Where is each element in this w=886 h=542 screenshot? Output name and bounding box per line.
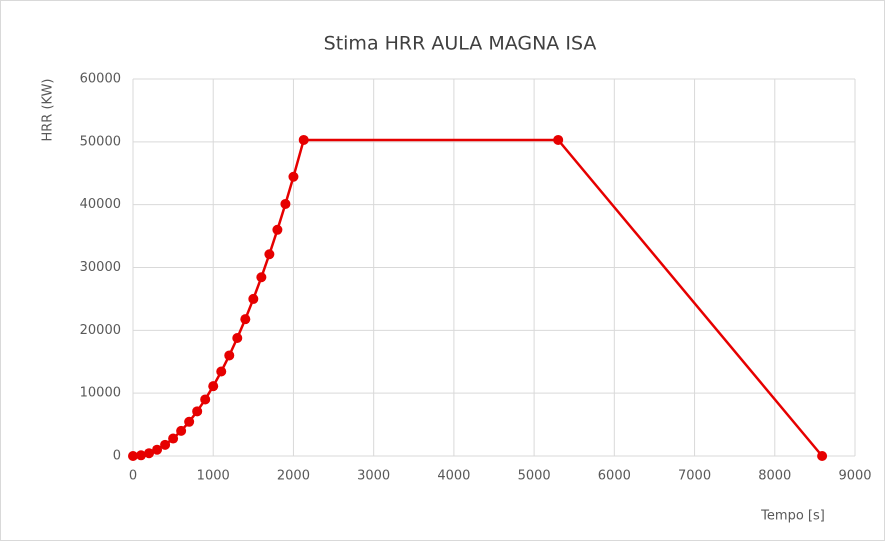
data-point bbox=[248, 293, 259, 304]
chart-title: Stima HRR AULA MAGNA ISA bbox=[324, 33, 597, 55]
x-tick-label: 8000 bbox=[758, 469, 791, 484]
x-axis-label: Tempo [s] bbox=[760, 509, 825, 524]
y-tick-label: 10000 bbox=[80, 386, 121, 401]
data-point bbox=[553, 134, 564, 145]
data-point bbox=[184, 416, 195, 427]
x-tick-label: 4000 bbox=[437, 469, 470, 484]
data-point bbox=[216, 366, 227, 377]
data-point bbox=[264, 249, 275, 260]
data-point bbox=[272, 224, 283, 235]
data-point bbox=[176, 425, 187, 436]
y-tick-label: 30000 bbox=[80, 260, 121, 275]
data-point bbox=[136, 450, 147, 461]
y-tick-label: 20000 bbox=[80, 323, 121, 338]
x-tick-label: 5000 bbox=[518, 469, 551, 484]
y-tick-label: 50000 bbox=[80, 134, 121, 149]
data-point bbox=[168, 433, 179, 444]
data-point bbox=[160, 439, 171, 450]
y-axis-label: HRR (KW) bbox=[41, 78, 56, 141]
data-point bbox=[817, 451, 828, 461]
data-point bbox=[128, 451, 138, 461]
x-tick-label: 2000 bbox=[277, 469, 310, 484]
data-point bbox=[152, 444, 163, 455]
x-tick-label: 7000 bbox=[678, 469, 711, 484]
x-tick-label: 9000 bbox=[838, 469, 871, 484]
x-tick-label: 1000 bbox=[197, 469, 230, 484]
data-point bbox=[298, 134, 309, 145]
data-point bbox=[208, 381, 219, 392]
x-tick-label: 3000 bbox=[357, 469, 390, 484]
data-point bbox=[192, 406, 203, 417]
y-tick-label: 40000 bbox=[80, 197, 121, 212]
data-point bbox=[224, 350, 235, 361]
data-point bbox=[256, 272, 267, 283]
x-tick-label: 6000 bbox=[598, 469, 631, 484]
data-point bbox=[280, 198, 291, 209]
data-point bbox=[144, 448, 155, 459]
y-tick-label: 0 bbox=[113, 449, 121, 464]
data-point bbox=[240, 314, 251, 325]
data-point bbox=[288, 171, 299, 182]
data-point bbox=[200, 394, 211, 405]
x-tick-label: 0 bbox=[129, 469, 137, 484]
data-point bbox=[232, 333, 243, 344]
y-tick-label: 60000 bbox=[80, 72, 121, 87]
